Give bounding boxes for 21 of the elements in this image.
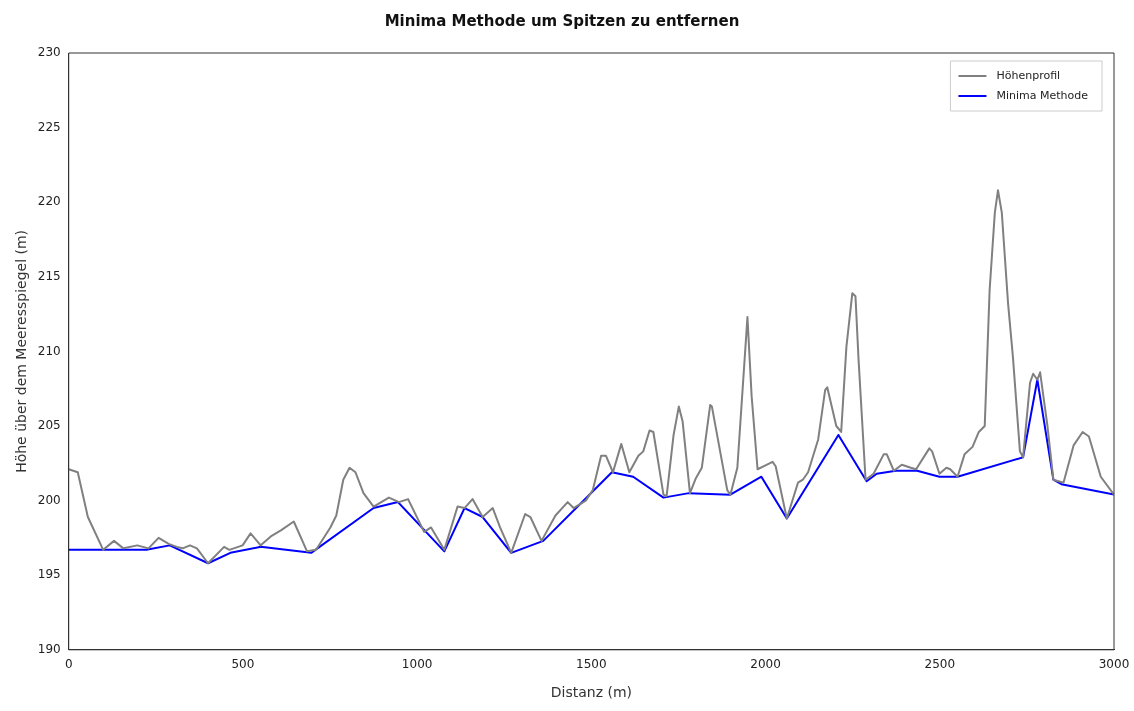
x-axis-title: Distanz (m) bbox=[550, 684, 632, 701]
y-tick-label: 210 bbox=[37, 343, 61, 358]
y-tick-label: 230 bbox=[37, 45, 61, 60]
legend-label: Höhenprofil bbox=[996, 68, 1061, 82]
y-tick-label: 190 bbox=[37, 641, 61, 656]
legend-label: Minima Methode bbox=[996, 88, 1089, 102]
y-tick-label: 225 bbox=[37, 119, 61, 134]
y-tick-label: 205 bbox=[37, 418, 61, 433]
x-tick-label: 1000 bbox=[401, 657, 433, 672]
y-tick-label: 200 bbox=[37, 492, 61, 507]
y-tick-label: 220 bbox=[37, 194, 61, 209]
x-tick-label: 3000 bbox=[1098, 657, 1130, 672]
x-tick-label: 1500 bbox=[576, 657, 607, 672]
x-tick-label: 500 bbox=[231, 657, 255, 672]
x-tick-label: 0 bbox=[64, 657, 73, 672]
x-tick-label: 2000 bbox=[750, 657, 781, 672]
x-tick-label: 2500 bbox=[924, 657, 956, 672]
y-axis-title: Höhe über dem Meeresspiegel (m) bbox=[13, 229, 30, 473]
y-tick-label: 215 bbox=[37, 268, 61, 283]
chart-title: Minima Methode um Spitzen zu entfernen bbox=[384, 11, 740, 30]
y-tick-label: 195 bbox=[37, 567, 61, 582]
